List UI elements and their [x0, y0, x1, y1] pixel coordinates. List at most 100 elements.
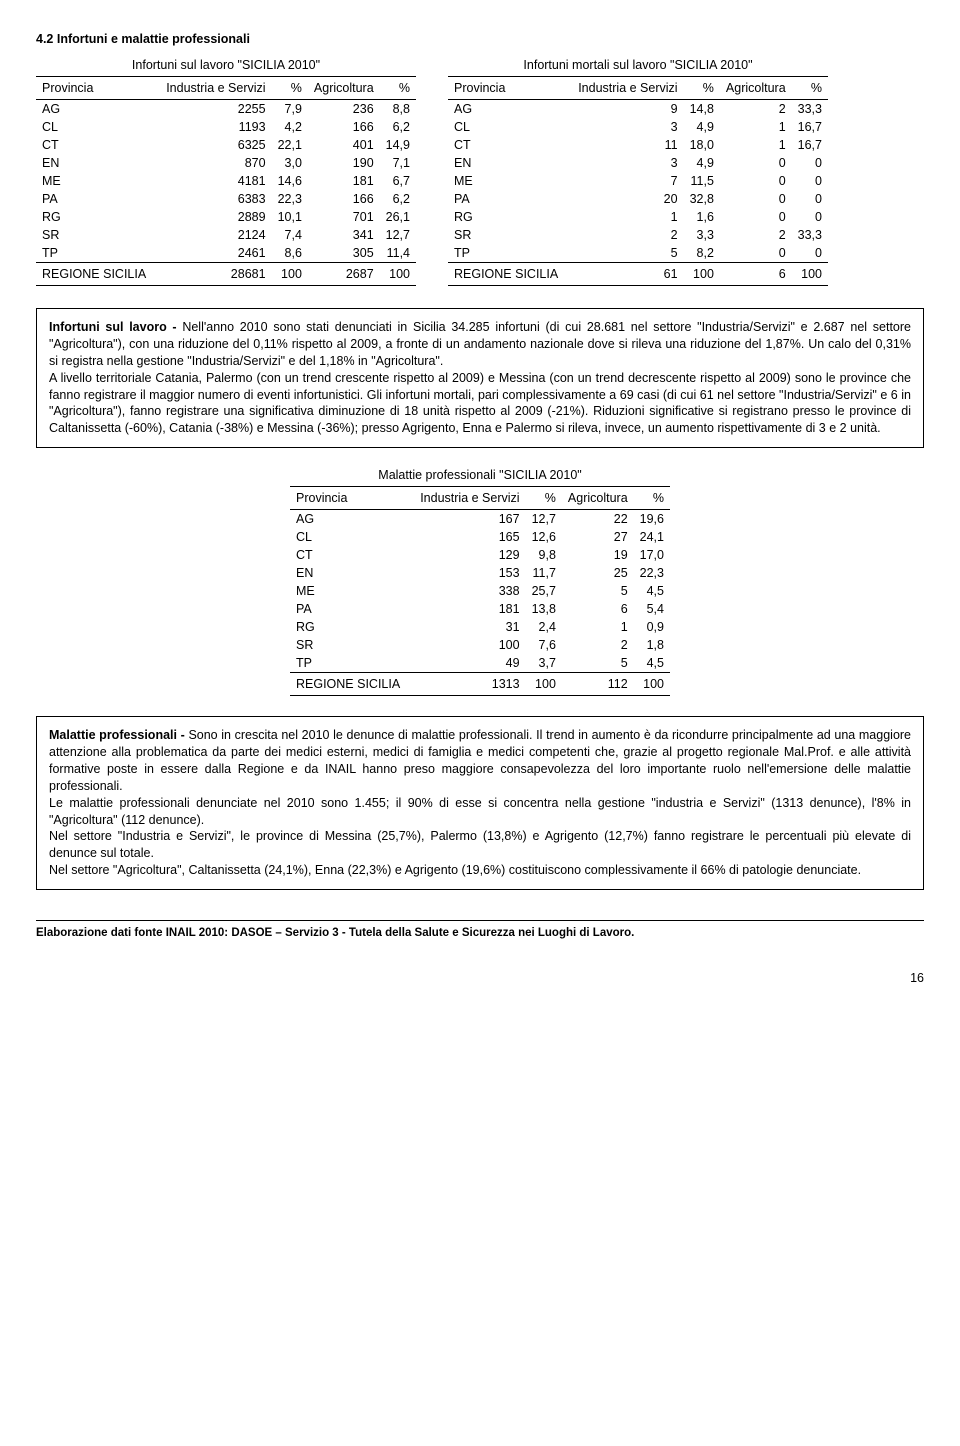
table-cell: 22,3	[272, 190, 308, 208]
table-cell: TP	[448, 244, 572, 263]
table-cell: SR	[290, 636, 414, 654]
table-cell: 1,6	[684, 208, 720, 226]
paragraph2-p2: Le malattie professionali denunciate nel…	[49, 796, 911, 827]
table-cell: ME	[290, 582, 414, 600]
table-cell: 14,6	[272, 172, 308, 190]
paragraph2-lead: Malattie professionali -	[49, 728, 188, 742]
table-cell: 9,8	[526, 546, 562, 564]
table-row: AG16712,72219,6	[290, 510, 670, 529]
table-footer-cell: 2687	[308, 263, 380, 286]
table-row: ME711,500	[448, 172, 828, 190]
table1-wrap: Infortuni sul lavoro "SICILIA 2010" Prov…	[36, 58, 416, 286]
table-cell: 236	[308, 100, 380, 119]
table-row: EN8703,01907,1	[36, 154, 416, 172]
table-cell: 4,2	[272, 118, 308, 136]
table-cell: 17,0	[634, 546, 670, 564]
table-row: CL11934,21666,2	[36, 118, 416, 136]
table-cell: PA	[290, 600, 414, 618]
table-footer-cell: REGIONE SICILIA	[290, 673, 414, 696]
paragraph2-p3: Nel settore "Industria e Servizi", le pr…	[49, 829, 911, 860]
table-row: CT1118,0116,7	[448, 136, 828, 154]
paragraph1-p2: A livello territoriale Catania, Palermo …	[49, 371, 911, 436]
table-cell: 0	[720, 172, 792, 190]
table-cell: 12,7	[526, 510, 562, 529]
table-row: PA2032,800	[448, 190, 828, 208]
table-cell: 701	[308, 208, 380, 226]
table-cell: 13,8	[526, 600, 562, 618]
table-cell: 5	[572, 244, 683, 263]
table-cell: 100	[414, 636, 525, 654]
table-cell: 14,8	[684, 100, 720, 119]
table-cell: 2255	[160, 100, 271, 119]
page-num: 16	[36, 971, 924, 985]
table-header: Provincia	[290, 487, 414, 510]
table-cell: 7,1	[380, 154, 416, 172]
table-cell: 7,4	[272, 226, 308, 244]
table-footer-cell: 100	[526, 673, 562, 696]
table-cell: 1,8	[634, 636, 670, 654]
table-cell: 1193	[160, 118, 271, 136]
table-cell: 11,4	[380, 244, 416, 263]
paragraph2-box: Malattie professionali - Sono in crescit…	[36, 716, 924, 890]
table-cell: 6,7	[380, 172, 416, 190]
table-cell: PA	[448, 190, 572, 208]
table-cell: SR	[448, 226, 572, 244]
table-footer-cell: 1313	[414, 673, 525, 696]
table-cell: 1	[720, 118, 792, 136]
table-row: AG914,8233,3	[448, 100, 828, 119]
table-cell: 24,1	[634, 528, 670, 546]
table-footer-cell: 6	[720, 263, 792, 286]
table-cell: 27	[562, 528, 634, 546]
table-header: Agricoltura	[720, 77, 792, 100]
table-cell: RG	[448, 208, 572, 226]
table-cell: EN	[36, 154, 160, 172]
table-cell: 6,2	[380, 118, 416, 136]
table-row: CL16512,62724,1	[290, 528, 670, 546]
table-cell: 2	[562, 636, 634, 654]
table-cell: 0	[720, 244, 792, 263]
table-header: Provincia	[448, 77, 572, 100]
table-cell: 22	[562, 510, 634, 529]
table-footer-cell: REGIONE SICILIA	[36, 263, 160, 286]
table-cell: 0	[720, 190, 792, 208]
table-cell: RG	[36, 208, 160, 226]
table-footer-cell: 100	[272, 263, 308, 286]
table1-caption: Infortuni sul lavoro "SICILIA 2010"	[36, 58, 416, 72]
table-cell: 166	[308, 190, 380, 208]
table-cell: 6325	[160, 136, 271, 154]
table-header: Agricoltura	[308, 77, 380, 100]
table-header: %	[380, 77, 416, 100]
table-cell: AG	[290, 510, 414, 529]
table-row: EN34,900	[448, 154, 828, 172]
table-cell: 12,6	[526, 528, 562, 546]
table-header: Agricoltura	[562, 487, 634, 510]
table-cell: 5,4	[634, 600, 670, 618]
table-cell: 2461	[160, 244, 271, 263]
table-cell: EN	[290, 564, 414, 582]
table-cell: CT	[448, 136, 572, 154]
table-cell: 190	[308, 154, 380, 172]
table-header: %	[272, 77, 308, 100]
paragraph2-p4: Nel settore "Agricoltura", Caltanissetta…	[49, 863, 861, 877]
footer-note: Elaborazione dati fonte INAIL 2010: DASO…	[36, 920, 924, 939]
table-footer-cell: 100	[380, 263, 416, 286]
table-cell: 7	[572, 172, 683, 190]
table-row: PA18113,865,4	[290, 600, 670, 618]
table-cell: 3	[572, 118, 683, 136]
table-row: CT632522,140114,9	[36, 136, 416, 154]
table-cell: 22,1	[272, 136, 308, 154]
table-cell: 181	[414, 600, 525, 618]
table-row: CL34,9116,7	[448, 118, 828, 136]
table-cell: 3	[572, 154, 683, 172]
table-row: RG11,600	[448, 208, 828, 226]
table-cell: 7,6	[526, 636, 562, 654]
table-cell: CT	[290, 546, 414, 564]
table-cell: 0	[720, 154, 792, 172]
table-cell: 22,3	[634, 564, 670, 582]
table-cell: 19	[562, 546, 634, 564]
table-footer-cell: 100	[634, 673, 670, 696]
table-row: TP58,200	[448, 244, 828, 263]
table-cell: 0	[792, 154, 828, 172]
table-cell: CL	[290, 528, 414, 546]
table-row: PA638322,31666,2	[36, 190, 416, 208]
